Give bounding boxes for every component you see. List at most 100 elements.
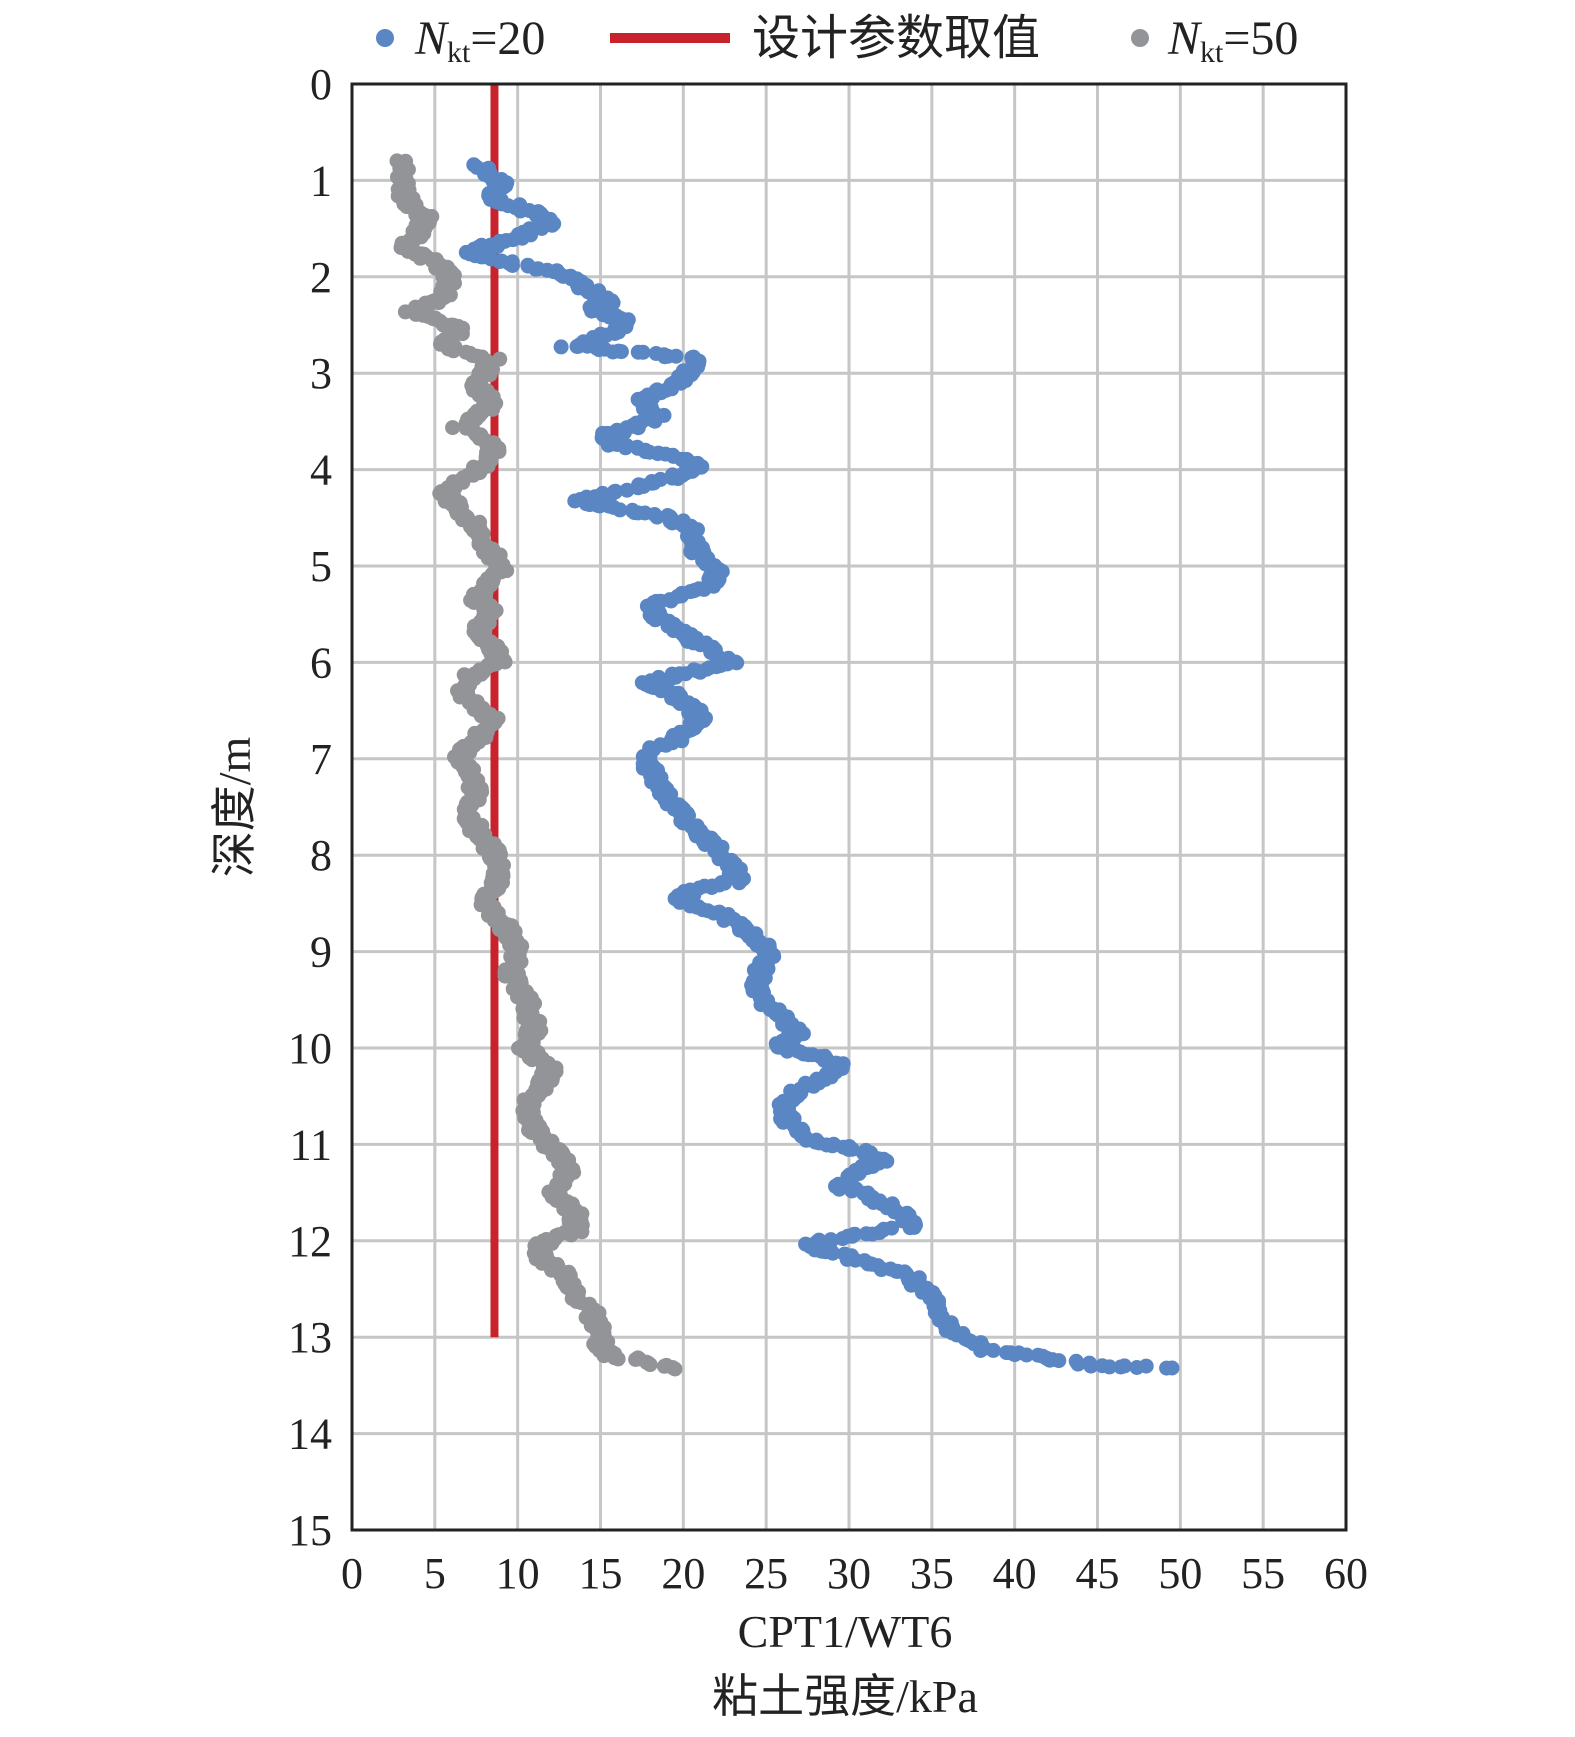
data-point [668,348,684,364]
data-point [647,612,663,628]
y-tick-label: 11 [290,1120,332,1169]
data-point [619,482,635,498]
x-tick-label: 40 [993,1549,1037,1598]
x-tick-label: 10 [496,1549,540,1598]
data-point [902,1220,918,1236]
legend-marker [376,29,394,47]
y-tick-label: 12 [288,1217,332,1266]
data-point [567,493,583,509]
data-point [408,306,424,322]
data-point [1051,1353,1067,1369]
y-tick-label: 4 [310,446,332,495]
data-point [1019,1347,1035,1363]
data-point [1138,1358,1154,1374]
x-tick-label: 35 [910,1549,954,1598]
data-point [985,1342,1001,1358]
legend-symbol: N [1167,12,1203,65]
series-nkt50 [389,153,683,1377]
data-point [445,420,461,436]
x-tick-label: 45 [1076,1549,1120,1598]
data-point [664,670,680,686]
data-point [412,250,428,266]
data-point [973,1343,989,1358]
x-axis-label: CPT1/WT6 [738,1606,953,1657]
data-point [832,1181,847,1196]
data-point [618,440,633,456]
data-point [664,470,680,486]
plot-frame [350,82,1348,1532]
x-tick-label: 5 [424,1549,446,1598]
data-point [1007,1347,1023,1363]
data-point [505,258,520,273]
y-tick-label: 0 [310,60,332,109]
y-tick-label: 9 [310,928,332,977]
data-point [689,663,705,679]
legend-label: Nkt=50 [1167,12,1298,69]
data-point [635,344,651,360]
legend-item-nkt20: Nkt=20 [376,12,545,69]
legend-item-nkt50: Nkt=50 [1131,12,1298,69]
x-tick-label: 15 [579,1549,623,1598]
x-tick-label: 25 [744,1549,788,1598]
data-point [825,1138,840,1154]
data-point [610,1351,626,1367]
data-point [864,1226,880,1242]
x-tick-labels: 0 5 10 15 20 25 30 35 40 45 50 55 60 [341,1549,1368,1598]
data-point [844,1183,860,1199]
legend: Nkt=20 设计参数取值 Nkt=50 [376,12,1298,69]
data-point [490,238,505,254]
x-tick-label: 30 [827,1549,871,1598]
data-point [612,502,628,518]
y-tick-label: 5 [310,542,332,591]
data-point [684,545,700,561]
data-point [524,1052,540,1068]
data-point [645,412,661,428]
y-tick-label: 13 [288,1313,332,1362]
data-point [1083,1358,1099,1374]
x-tick-label: 0 [341,1549,363,1598]
y-tick-label: 10 [288,1024,332,1073]
y-tick-label: 7 [310,735,332,784]
x-axis-label-line2: 粘土强度/kPa [712,1671,978,1722]
y-tick-label: 8 [310,831,332,880]
data-point [613,344,629,360]
legend-subscript: kt [447,36,471,69]
y-tick-label: 14 [288,1410,332,1459]
y-tick-label: 1 [310,156,332,205]
legend-subscript: kt [1200,36,1224,69]
y-axis-label: 深度/m [209,737,260,878]
series-layer [389,153,1180,1377]
data-point [445,343,461,359]
y-tick-label: 3 [310,349,332,398]
data-point [563,1227,579,1243]
x-tick-label: 60 [1324,1549,1368,1598]
data-point [1164,1360,1180,1376]
data-point [806,1078,822,1094]
series-nkt20 [458,157,1180,1376]
y-tick-label: 2 [310,253,332,302]
data-point [1117,1358,1132,1374]
x-tick-label: 20 [661,1549,705,1598]
legend-suffix: =20 [470,12,545,65]
data-point [731,875,747,891]
x-tick-label: 55 [1241,1549,1285,1598]
data-point [704,880,720,895]
legend-marker [1131,29,1149,47]
legend-suffix: =50 [1223,12,1298,65]
data-point [1102,1359,1117,1375]
data-point [642,1357,658,1373]
data-point [835,1231,851,1247]
legend-symbol: N [414,12,450,65]
data-point [825,1245,841,1261]
data-point [667,1361,683,1377]
data-point [1070,1356,1086,1372]
x-tick-label: 50 [1158,1549,1202,1598]
y-tick-label: 6 [310,638,332,687]
data-point [658,737,674,753]
data-point [553,339,569,355]
legend-label: Nkt=20 [414,12,545,69]
